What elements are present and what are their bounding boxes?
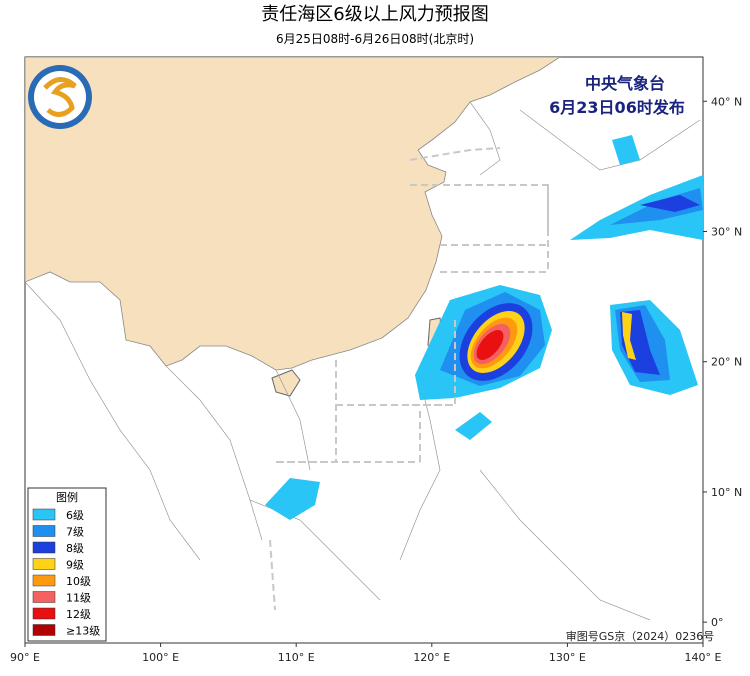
lon-label: 140° E bbox=[685, 651, 722, 664]
legend-swatch bbox=[32, 525, 56, 537]
legend-swatch bbox=[32, 591, 56, 603]
legend: 图例 6级 7级 8级 9级 10级 11级 12级 ≥13级 bbox=[27, 487, 107, 642]
legend-swatch bbox=[32, 541, 56, 554]
legend-label: ≥13级 bbox=[66, 625, 100, 638]
logo-mark bbox=[43, 77, 77, 117]
issue-time: 6月23日06时发布 bbox=[549, 98, 685, 117]
lon-label: 120° E bbox=[413, 651, 450, 664]
legend-label: 10级 bbox=[66, 575, 91, 588]
lat-label: 0° bbox=[711, 616, 724, 629]
legend-label: 7级 bbox=[66, 526, 84, 539]
legend-swatch bbox=[32, 558, 56, 570]
map-approval: 审图号GS京（2024）0236号 bbox=[566, 629, 715, 643]
legend-swatch bbox=[32, 574, 56, 587]
legend-swatch bbox=[32, 508, 56, 521]
title: 责任海区6级以上风力预报图 bbox=[261, 4, 488, 25]
lat-label: 40° N bbox=[711, 95, 742, 108]
legend-label: 12级 bbox=[66, 608, 91, 621]
lon-label: 90° E bbox=[10, 651, 40, 664]
borders bbox=[25, 101, 701, 621]
legend-label: 11级 bbox=[66, 592, 91, 605]
legend-label: 6级 bbox=[66, 509, 84, 522]
legend-swatch bbox=[32, 607, 56, 620]
legend-label: 8级 bbox=[66, 542, 84, 555]
legend-title: 图例 bbox=[56, 490, 78, 504]
lon-label: 130° E bbox=[549, 651, 586, 664]
subtitle: 6月25日08时-6月26日08时(北京时) bbox=[276, 32, 474, 46]
china-land bbox=[25, 57, 561, 371]
lat-label: 30° N bbox=[711, 225, 742, 238]
wind-areas bbox=[265, 135, 703, 520]
map-body: 中央气象台 6月23日06时发布 审图号GS京（2024）0236号 bbox=[24, 56, 715, 644]
lat-label: 10° N bbox=[711, 486, 742, 499]
lon-label: 110° E bbox=[278, 651, 315, 664]
legend-label: 9级 bbox=[66, 559, 84, 572]
lon-label: 100° E bbox=[142, 651, 179, 664]
legend-swatch bbox=[32, 624, 56, 636]
lat-label: 20° N bbox=[711, 356, 742, 369]
agency: 中央气象台 bbox=[585, 74, 665, 93]
forecast-zones bbox=[269, 147, 549, 611]
